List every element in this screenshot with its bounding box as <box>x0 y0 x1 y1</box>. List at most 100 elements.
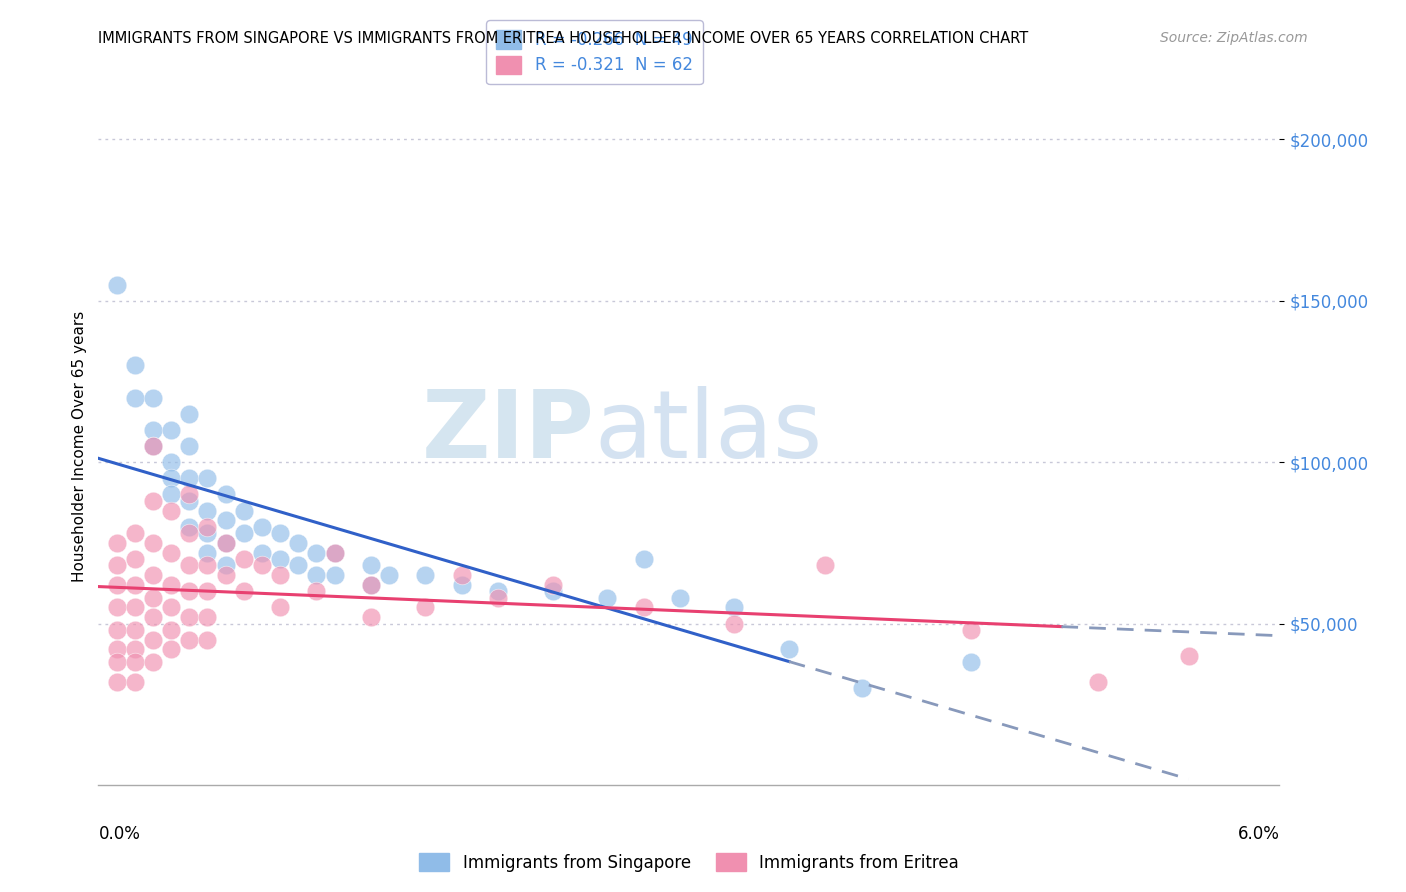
Point <box>633 600 655 615</box>
Point <box>197 545 219 559</box>
Point <box>214 536 236 550</box>
Point <box>105 536 128 550</box>
Point <box>197 526 219 541</box>
Point <box>287 536 309 550</box>
Point <box>179 519 201 533</box>
Point <box>160 455 183 469</box>
Point <box>179 471 201 485</box>
Point <box>287 558 309 573</box>
Point <box>105 277 128 292</box>
Legend: R = -0.266  N = 49, R = -0.321  N = 62: R = -0.266 N = 49, R = -0.321 N = 62 <box>486 21 703 85</box>
Point <box>269 600 291 615</box>
Point <box>250 545 273 559</box>
Text: Source: ZipAtlas.com: Source: ZipAtlas.com <box>1160 31 1308 45</box>
Point <box>179 439 201 453</box>
Point <box>232 552 254 566</box>
Point <box>105 623 128 637</box>
Point <box>160 503 183 517</box>
Point <box>197 610 219 624</box>
Point <box>124 391 146 405</box>
Point <box>160 423 183 437</box>
Point <box>723 616 745 631</box>
Point <box>214 487 236 501</box>
Point <box>669 591 692 605</box>
Point <box>959 623 981 637</box>
Point <box>415 568 437 582</box>
Point <box>269 526 291 541</box>
Point <box>250 558 273 573</box>
Point <box>142 632 165 647</box>
Y-axis label: Householder Income Over 65 years: Householder Income Over 65 years <box>72 310 87 582</box>
Point <box>124 359 146 373</box>
Point <box>360 578 382 592</box>
Point <box>415 600 437 615</box>
Point <box>360 610 382 624</box>
Point <box>142 423 165 437</box>
Point <box>197 584 219 599</box>
Point <box>179 558 201 573</box>
Text: 0.0%: 0.0% <box>98 825 141 843</box>
Text: ZIP: ZIP <box>422 386 595 478</box>
Point <box>142 655 165 669</box>
Point <box>360 558 382 573</box>
Point <box>179 487 201 501</box>
Point <box>197 632 219 647</box>
Point <box>232 503 254 517</box>
Point <box>323 545 346 559</box>
Point <box>124 623 146 637</box>
Point <box>596 591 619 605</box>
Point <box>450 568 472 582</box>
Point <box>305 568 328 582</box>
Point <box>142 391 165 405</box>
Point <box>124 578 146 592</box>
Point <box>250 519 273 533</box>
Point <box>142 494 165 508</box>
Point <box>197 503 219 517</box>
Point <box>142 591 165 605</box>
Point <box>179 584 201 599</box>
Point <box>105 558 128 573</box>
Point <box>105 674 128 689</box>
Point <box>142 439 165 453</box>
Point <box>105 655 128 669</box>
Text: IMMIGRANTS FROM SINGAPORE VS IMMIGRANTS FROM ERITREA HOUSEHOLDER INCOME OVER 65 : IMMIGRANTS FROM SINGAPORE VS IMMIGRANTS … <box>98 31 1029 46</box>
Point <box>486 584 509 599</box>
Point <box>305 584 328 599</box>
Point <box>160 642 183 657</box>
Point <box>214 536 236 550</box>
Point <box>232 584 254 599</box>
Point <box>142 536 165 550</box>
Point <box>160 578 183 592</box>
Point <box>1177 648 1199 663</box>
Point <box>214 558 236 573</box>
Point <box>142 610 165 624</box>
Point <box>124 655 146 669</box>
Point <box>179 494 201 508</box>
Point <box>959 655 981 669</box>
Point <box>269 552 291 566</box>
Point <box>633 552 655 566</box>
Point <box>305 545 328 559</box>
Point <box>778 642 800 657</box>
Point <box>105 642 128 657</box>
Point <box>378 568 401 582</box>
Text: 6.0%: 6.0% <box>1237 825 1279 843</box>
Point <box>541 578 564 592</box>
Point <box>124 526 146 541</box>
Point <box>179 610 201 624</box>
Point <box>142 568 165 582</box>
Point <box>124 552 146 566</box>
Point <box>214 568 236 582</box>
Point <box>323 545 346 559</box>
Point <box>486 591 509 605</box>
Point <box>323 568 346 582</box>
Point <box>105 600 128 615</box>
Point <box>360 578 382 592</box>
Point <box>160 623 183 637</box>
Point <box>197 471 219 485</box>
Point <box>179 632 201 647</box>
Point <box>269 568 291 582</box>
Point <box>142 439 165 453</box>
Point <box>232 526 254 541</box>
Point <box>851 681 873 695</box>
